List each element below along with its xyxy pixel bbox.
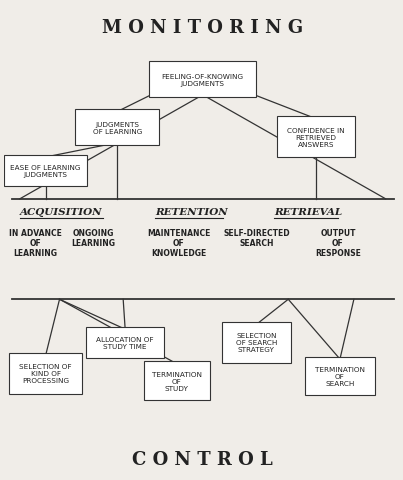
Text: ACQUISITION: ACQUISITION — [20, 208, 102, 217]
Text: FEELING-OF-KNOWING
JUDGMENTS: FEELING-OF-KNOWING JUDGMENTS — [162, 73, 244, 86]
FancyBboxPatch shape — [222, 323, 291, 363]
FancyBboxPatch shape — [305, 357, 375, 395]
FancyBboxPatch shape — [149, 62, 256, 98]
FancyBboxPatch shape — [277, 117, 355, 157]
Text: ALLOCATION OF
STUDY TIME: ALLOCATION OF STUDY TIME — [96, 336, 154, 349]
Text: IN ADVANCE
OF
LEARNING: IN ADVANCE OF LEARNING — [9, 228, 62, 258]
FancyBboxPatch shape — [86, 327, 164, 358]
Text: JUDGMENTS
OF LEARNING: JUDGMENTS OF LEARNING — [93, 121, 142, 134]
Text: C O N T R O L: C O N T R O L — [132, 450, 273, 468]
FancyBboxPatch shape — [4, 156, 87, 186]
Text: ONGOING
LEARNING: ONGOING LEARNING — [71, 228, 115, 247]
FancyBboxPatch shape — [75, 110, 159, 146]
Text: RETRIEVAL: RETRIEVAL — [274, 208, 343, 217]
FancyBboxPatch shape — [144, 362, 210, 400]
Text: OUTPUT
OF
RESPONSE: OUTPUT OF RESPONSE — [315, 228, 361, 258]
Text: CONFIDENCE IN
RETRIEVED
ANSWERS: CONFIDENCE IN RETRIEVED ANSWERS — [287, 127, 345, 147]
Text: TERMINATION
OF
SEARCH: TERMINATION OF SEARCH — [315, 366, 365, 386]
Text: RETENTION: RETENTION — [155, 208, 228, 217]
Text: EASE OF LEARNING
JUDGMENTS: EASE OF LEARNING JUDGMENTS — [10, 164, 81, 177]
Text: MAINTENANCE
OF
KNOWLEDGE: MAINTENANCE OF KNOWLEDGE — [147, 228, 210, 258]
Text: TERMINATION
OF
STUDY: TERMINATION OF STUDY — [152, 371, 202, 391]
Text: SELECTION OF
KIND OF
PROCESSING: SELECTION OF KIND OF PROCESSING — [19, 364, 72, 384]
Text: M O N I T O R I N G: M O N I T O R I N G — [102, 19, 303, 36]
Text: SELF-DIRECTED
SEARCH: SELF-DIRECTED SEARCH — [223, 228, 290, 247]
FancyBboxPatch shape — [9, 353, 82, 394]
Text: SELECTION
OF SEARCH
STRATEGY: SELECTION OF SEARCH STRATEGY — [236, 333, 277, 353]
